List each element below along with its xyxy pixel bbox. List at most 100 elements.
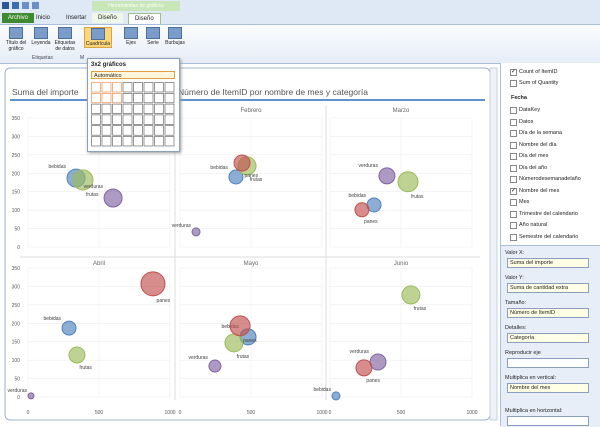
tab[interactable]: Insertar — [66, 15, 87, 21]
bubble-label: bebidas — [349, 193, 367, 199]
grid-cell — [154, 93, 164, 104]
field-label: Semestre del calendario — [519, 233, 579, 240]
x-tick-label: 1000 — [466, 410, 477, 416]
ribbon-button[interactable]: Serie — [140, 27, 166, 46]
checkbox[interactable] — [510, 199, 517, 206]
ribbon-button[interactable]: Leyenda — [28, 27, 54, 46]
bubble — [27, 392, 35, 400]
grid-cell — [122, 125, 133, 136]
bubble-label: verduras — [8, 388, 28, 394]
field-item[interactable]: ✓ Nombre del mes — [510, 186, 560, 196]
checkbox[interactable] — [510, 153, 517, 160]
layout-box[interactable]: Número de ItemID — [507, 308, 589, 318]
grid-cell — [133, 114, 143, 125]
field-item[interactable]: DataKey — [510, 105, 541, 115]
group-label: M — [80, 55, 85, 61]
grid-cell — [164, 125, 175, 136]
checkbox[interactable] — [510, 107, 517, 114]
field-item[interactable]: Trimestre del calendario — [510, 209, 578, 219]
grid-picker[interactable] — [91, 82, 177, 148]
field-label: Nombre del mes — [519, 187, 560, 194]
x-tick-label: 1000 — [316, 410, 327, 416]
y-tick-label: 300 — [12, 284, 21, 290]
y-tick-label: 200 — [12, 321, 21, 327]
tab[interactable]: Diseño — [128, 13, 161, 24]
checkbox[interactable] — [510, 233, 517, 241]
grid-cell — [164, 93, 175, 104]
table-name: Fecha — [511, 95, 527, 101]
bubble-label: bebidas — [313, 387, 331, 393]
field-item[interactable]: Día de la semana — [510, 128, 562, 138]
grid-dropdown: 3x2 gráficos Automático — [87, 58, 180, 152]
grid-cell — [91, 136, 101, 147]
checkbox[interactable] — [510, 130, 517, 137]
ribbon-button[interactable]: Etiquetas de datos — [52, 27, 78, 52]
grid-cell — [164, 136, 175, 147]
field-item[interactable]: Día del año — [510, 163, 547, 173]
grid-cell — [122, 136, 133, 147]
field-item[interactable]: Númerodesemanadelaño — [510, 174, 581, 184]
layout-box[interactable]: Suma de cantidad extra — [507, 283, 589, 293]
checkbox[interactable]: ✓ — [510, 187, 517, 195]
tab[interactable]: Diseño — [92, 13, 123, 23]
bubble — [331, 391, 341, 401]
dropdown-option[interactable]: Automático — [91, 71, 175, 79]
field-item[interactable]: Sum of Quantity — [510, 78, 558, 88]
checkbox[interactable] — [510, 141, 517, 149]
chart-body: Suma del importe Número de ItemID por nom… — [4, 67, 498, 421]
field-item[interactable]: Datos — [510, 117, 533, 127]
bubble — [233, 154, 251, 172]
bubble — [397, 171, 419, 193]
ribbon-button[interactable]: Ejes — [118, 27, 144, 46]
chart-area: Suma del importe Número de ItemID por nom… — [4, 67, 498, 421]
field-item[interactable]: Semestre del calendario — [510, 232, 579, 242]
y-tick-label: 0 — [17, 395, 20, 401]
layout-box[interactable] — [507, 416, 589, 426]
layout-box[interactable]: Categoría — [507, 333, 589, 343]
button-label: Cuadrícula — [85, 41, 111, 47]
bubble — [354, 202, 370, 218]
bubble — [224, 333, 244, 353]
bubble-label: verduras — [188, 355, 208, 361]
bubble — [208, 359, 222, 373]
x-tick-label: 0 — [179, 410, 182, 416]
bubble-label: frutas — [414, 306, 427, 312]
layout-label: Valor Y: — [505, 275, 524, 281]
tab[interactable]: Archivo — [2, 13, 35, 23]
grid-cell — [143, 82, 154, 93]
field-item[interactable]: Nombre del día — [510, 140, 557, 150]
layout-label: Tamaño: — [505, 300, 527, 306]
ribbon-button[interactable]: Título del gráfico — [3, 27, 29, 52]
checkbox[interactable] — [510, 222, 517, 229]
grid-cell — [122, 114, 133, 125]
checkbox[interactable] — [510, 118, 517, 126]
ribbon: Título del gráfico Leyenda Etiquetas de da… — [0, 25, 600, 64]
layout-box[interactable]: Suma del importe — [507, 258, 589, 268]
field-item[interactable]: Día del mes — [510, 151, 548, 161]
field-label: DataKey — [519, 107, 541, 113]
checkbox[interactable] — [510, 210, 517, 218]
bubble-label: verduras — [358, 163, 378, 169]
grid-cell — [133, 125, 143, 136]
checkbox[interactable] — [510, 164, 517, 172]
ribbon-button[interactable]: Cuadrícula — [84, 27, 112, 48]
x-tick-label: 500 — [247, 410, 256, 416]
checkbox[interactable] — [510, 80, 517, 87]
checkbox[interactable]: ✓ — [510, 69, 517, 76]
grid-cell — [164, 114, 175, 125]
checkbox[interactable] — [510, 176, 517, 183]
panel-title: Abril — [93, 261, 105, 267]
grid-cell — [101, 103, 112, 114]
layout-box[interactable] — [507, 358, 589, 368]
field-item[interactable]: Año natural — [510, 220, 547, 230]
field-item[interactable]: Mes — [510, 197, 529, 207]
y-tick-label: 50 — [14, 227, 20, 233]
ribbon-button[interactable]: Burbujas — [162, 27, 188, 46]
dropdown-header: 3x2 gráficos — [91, 62, 127, 68]
tab[interactable]: Inicio — [36, 15, 51, 21]
grid-cell — [154, 82, 164, 93]
button-label: Burbujas — [165, 40, 185, 46]
layout-box[interactable]: Nombre del mes — [507, 383, 589, 393]
field-item[interactable]: ✓ Count of ItemID — [510, 67, 558, 77]
